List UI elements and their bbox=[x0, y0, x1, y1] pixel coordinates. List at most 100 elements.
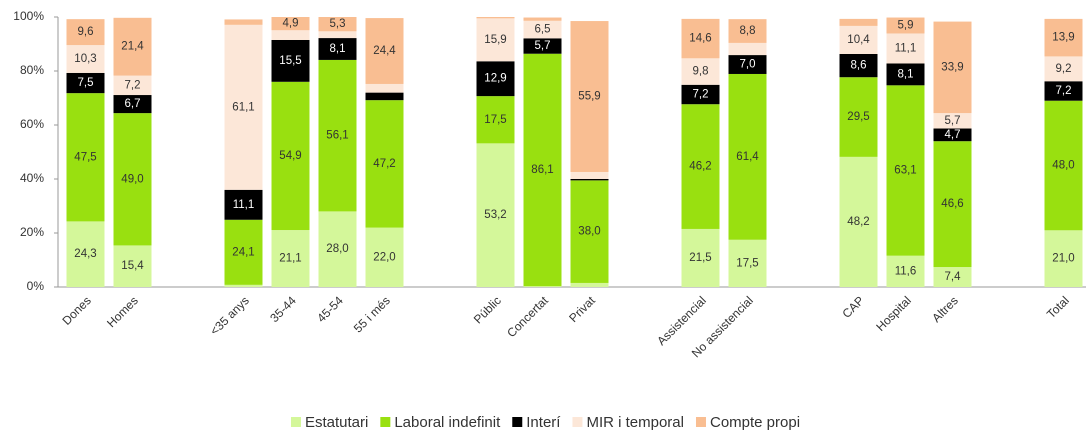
bar-segment bbox=[523, 38, 562, 54]
bar-segment bbox=[66, 45, 105, 73]
bar-segment bbox=[570, 171, 609, 179]
data-label: 7,5 bbox=[78, 77, 94, 89]
data-label: 46,2 bbox=[689, 161, 711, 173]
data-label: 21,5 bbox=[689, 252, 711, 264]
bar-segment bbox=[886, 33, 925, 64]
bar-segment bbox=[66, 93, 105, 222]
y-tick-label: 40% bbox=[20, 171, 44, 185]
data-label: 7,0 bbox=[740, 59, 756, 71]
bar-segment bbox=[113, 95, 152, 114]
x-tick-label: 35-44 bbox=[267, 293, 299, 325]
data-label: 86,1 bbox=[531, 164, 553, 176]
bar-segment bbox=[365, 18, 404, 84]
bar-segment bbox=[886, 17, 925, 34]
bar-segment bbox=[728, 42, 767, 56]
data-label: 15,4 bbox=[121, 260, 144, 272]
bar-segment bbox=[224, 19, 263, 25]
data-label: 38,0 bbox=[578, 226, 600, 238]
data-label: 5,7 bbox=[535, 40, 551, 52]
data-label: 10,4 bbox=[847, 34, 870, 46]
bar-segment bbox=[271, 230, 310, 287]
bar-segment bbox=[728, 73, 767, 240]
bar-segment bbox=[318, 17, 357, 32]
bar-segment bbox=[113, 75, 152, 96]
data-label: 56,1 bbox=[326, 130, 348, 142]
bar-segment bbox=[681, 104, 720, 229]
bar-segment bbox=[681, 18, 720, 59]
data-label: 33,9 bbox=[941, 61, 963, 73]
data-label: 61,1 bbox=[232, 101, 254, 113]
data-label: 7,2 bbox=[1056, 85, 1072, 97]
data-label: 9,8 bbox=[693, 66, 709, 78]
bar-segment bbox=[365, 100, 404, 228]
legend-swatch bbox=[380, 417, 391, 427]
bar-segment bbox=[523, 53, 562, 287]
data-label: 8,1 bbox=[898, 68, 914, 80]
data-label: 63,1 bbox=[894, 165, 916, 177]
bar-segment bbox=[224, 284, 263, 287]
bar-segment bbox=[886, 63, 925, 86]
legend-swatch bbox=[695, 417, 706, 427]
data-label: 9,2 bbox=[1056, 63, 1072, 75]
y-tick-label: 80% bbox=[20, 63, 44, 77]
bar-segment bbox=[1044, 81, 1083, 101]
x-tick-label: CAP bbox=[840, 293, 867, 320]
x-tick-label: Dones bbox=[59, 293, 93, 327]
bar-segment bbox=[476, 61, 515, 97]
legend-swatch bbox=[572, 417, 583, 427]
data-label: 6,5 bbox=[535, 24, 551, 36]
bar-segment bbox=[476, 143, 515, 287]
x-tick-label: Públic bbox=[471, 293, 504, 326]
bar-segment bbox=[365, 83, 404, 93]
y-tick-label: 0% bbox=[27, 279, 45, 293]
bar-segment bbox=[839, 156, 878, 287]
data-label: 4,9 bbox=[283, 18, 299, 30]
data-label: 5,7 bbox=[945, 115, 961, 127]
data-label: 48,0 bbox=[1052, 160, 1074, 172]
data-label: 21,4 bbox=[121, 41, 144, 53]
bar-segment bbox=[681, 58, 720, 85]
bar-segment bbox=[570, 282, 609, 287]
bar-segment bbox=[523, 20, 562, 39]
bar-segment bbox=[318, 31, 357, 39]
bar-segment bbox=[681, 84, 720, 105]
legend-swatch bbox=[290, 417, 301, 427]
bar-segment bbox=[570, 21, 609, 172]
x-tick-label: Hospital bbox=[873, 293, 914, 334]
data-label: 47,2 bbox=[373, 158, 395, 170]
bar-segment bbox=[728, 55, 767, 74]
bar-segment bbox=[66, 221, 105, 287]
data-label: 47,5 bbox=[74, 151, 96, 163]
bar-segment bbox=[839, 77, 878, 157]
data-label: 28,0 bbox=[326, 243, 348, 255]
data-label: 48,2 bbox=[847, 216, 869, 228]
data-label: 49,0 bbox=[121, 173, 143, 185]
data-label: 5,3 bbox=[330, 18, 346, 30]
data-label: 55,9 bbox=[578, 91, 600, 103]
legend-label: Compte propi bbox=[710, 414, 800, 431]
data-label: 7,4 bbox=[945, 271, 962, 283]
data-label: 15,5 bbox=[279, 55, 301, 67]
data-label: 54,9 bbox=[279, 150, 301, 162]
legend-label: Laboral indefinit bbox=[394, 414, 501, 431]
y-tick-label: 100% bbox=[13, 9, 44, 23]
bar-segment bbox=[224, 24, 263, 190]
bar-segment bbox=[1044, 100, 1083, 231]
bar-segment bbox=[66, 19, 105, 46]
x-tick-label: Altres bbox=[929, 293, 961, 325]
bar-segment bbox=[271, 81, 310, 231]
legend-label: MIR i temporal bbox=[586, 414, 684, 431]
bar-segment bbox=[66, 72, 105, 94]
data-label: 15,9 bbox=[484, 34, 506, 46]
legend-label: Interí bbox=[526, 414, 561, 431]
bar-segment bbox=[681, 228, 720, 287]
data-label: 22,0 bbox=[373, 251, 395, 263]
bar-segment bbox=[886, 85, 925, 256]
data-label: 53,2 bbox=[484, 209, 506, 221]
y-tick-label: 60% bbox=[20, 117, 44, 131]
x-tick-label: Homes bbox=[104, 293, 141, 330]
legend-label: Estatutari bbox=[305, 414, 368, 431]
bar-segment bbox=[113, 17, 152, 76]
bar-segment bbox=[839, 25, 878, 54]
